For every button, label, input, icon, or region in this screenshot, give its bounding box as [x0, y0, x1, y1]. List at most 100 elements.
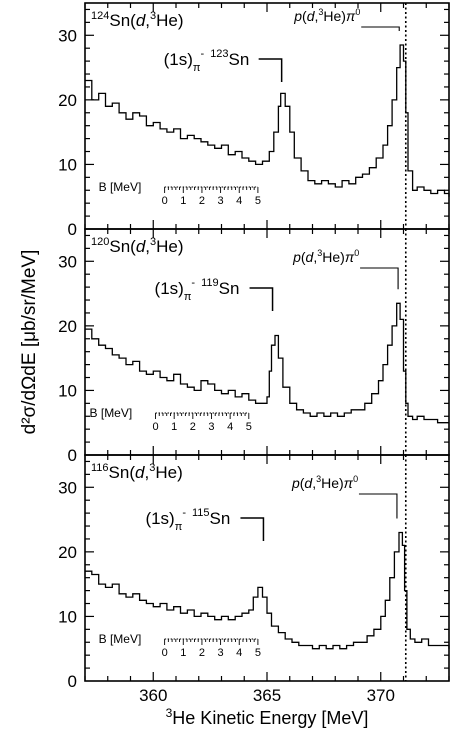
peak-leader-line — [240, 517, 265, 541]
b-scale-title: B [MeV] — [90, 406, 133, 420]
paren: ( — [302, 8, 307, 24]
state-label: (1s) — [145, 509, 174, 528]
pi0-label: p(d,3He)π0 — [292, 248, 359, 265]
b-scale-tick-label: 2 — [199, 647, 205, 659]
pi0-leader-line — [358, 493, 398, 519]
x-title-main: He Kinetic Energy [MeV] — [172, 708, 368, 728]
ejectile: He) — [156, 11, 183, 30]
mass-number: 120 — [91, 236, 109, 248]
pi-charge: 0 — [353, 474, 358, 484]
b-scale-tick-label: 2 — [199, 195, 205, 207]
projectile: d — [135, 463, 145, 482]
pi0-leader-line — [361, 26, 400, 31]
pi-symbol: π — [345, 249, 355, 265]
panel-target-label: 116Sn(d,3He) — [91, 462, 183, 482]
mass-number: 116 — [91, 462, 109, 474]
b-scale-tick-label: 1 — [180, 647, 186, 659]
state-label: (1s) — [164, 50, 193, 69]
deuteron: d — [306, 249, 315, 265]
comma: , — [312, 475, 316, 491]
b-scale-tick-label: 1 — [171, 421, 177, 433]
paren: ( — [301, 249, 306, 265]
b-scale-tick-label: 2 — [190, 421, 196, 433]
b-scale-title: B [MeV] — [99, 632, 142, 646]
b-scale-tick-label: 1 — [180, 195, 186, 207]
pion-charge: - — [182, 507, 186, 519]
target-element: Sn( — [109, 463, 136, 482]
nucleus-element: Sn — [229, 50, 250, 69]
mass-number: 124 — [91, 10, 109, 22]
b-scale-tick-label: 5 — [246, 421, 252, 433]
pi0-label: p(d,3He)π0 — [293, 7, 360, 24]
proton: p — [291, 475, 300, 491]
comma: , — [313, 249, 317, 265]
panel-target-label: 124Sn(d,3He) — [91, 10, 184, 30]
x-tick-label: 370 — [367, 686, 395, 705]
x-tick-label: 360 — [139, 686, 167, 705]
y-tick-label: 10 — [58, 381, 77, 400]
he-mass: 3 — [316, 474, 321, 484]
nucleus-element: Sn — [219, 279, 240, 298]
pi-charge: 0 — [354, 248, 359, 258]
b-scale-tick-label: 0 — [162, 647, 168, 659]
helium: He) — [321, 475, 344, 491]
nucleus-element: Sn — [210, 509, 231, 528]
spectrum-histogram — [85, 531, 450, 650]
b-scale-tick-label: 5 — [255, 647, 261, 659]
y-tick-label: 20 — [58, 317, 77, 336]
pi-symbol: π — [346, 8, 356, 24]
y-tick-label: 10 — [58, 607, 77, 626]
b-scale-title: B [MeV] — [99, 180, 142, 194]
y-tick-label: 0 — [68, 220, 77, 239]
pi-charge: 0 — [355, 7, 360, 17]
helium: He) — [323, 8, 346, 24]
projectile: d — [136, 237, 146, 256]
state-label: (1s) — [155, 279, 184, 298]
ejectile-mass: 3 — [150, 236, 156, 248]
pi-symbol: π — [344, 475, 354, 491]
spectrum-histogram — [85, 44, 450, 197]
ejectile: He) — [156, 237, 183, 256]
pion-symbol: π — [193, 62, 201, 74]
target-element: Sn( — [109, 11, 136, 30]
nucleus-mass: 115 — [192, 507, 210, 519]
b-scale-tick-label: 4 — [236, 647, 242, 659]
y-axis-title: d²σ/dΩdE [μb/sr/MeV] — [19, 250, 40, 435]
he-mass: 3 — [317, 248, 322, 258]
peak-leader-line — [249, 287, 274, 311]
y-tick-label: 30 — [58, 26, 77, 45]
nucleus-mass: 119 — [201, 277, 219, 289]
pion-charge: - — [201, 48, 205, 60]
target-element: Sn( — [109, 237, 136, 256]
paren: ( — [300, 475, 305, 491]
pi0-label: p(d,3He)π0 — [291, 474, 358, 491]
separator: , — [145, 237, 150, 256]
b-scale-tick-label: 4 — [236, 195, 242, 207]
peak-label: (1s)π- 123Sn — [164, 48, 250, 74]
proton: p — [293, 8, 302, 24]
deuteron: d — [304, 475, 313, 491]
pi0-leader-line — [360, 267, 399, 290]
y-tick-label: 30 — [58, 478, 77, 497]
ejectile: He) — [155, 463, 182, 482]
proton: p — [292, 249, 301, 265]
b-scale-tick-label: 0 — [162, 195, 168, 207]
ejectile-mass: 3 — [149, 462, 155, 474]
b-scale-tick-label: 5 — [255, 195, 261, 207]
b-scale-tick-label: 3 — [208, 421, 214, 433]
peak-label: (1s)π - 115Sn — [145, 507, 230, 533]
panel-target-label: 120Sn(d,3He) — [91, 236, 184, 256]
projectile: d — [136, 11, 146, 30]
panel-frame — [84, 228, 450, 456]
deuteron: d — [307, 8, 316, 24]
separator: , — [145, 11, 150, 30]
x-tick-label: 365 — [253, 686, 281, 705]
b-scale-tick-label: 3 — [218, 195, 224, 207]
nucleus-mass: 123 — [210, 48, 228, 60]
x-axis-title: 3He Kinetic Energy [MeV] — [166, 706, 369, 728]
b-scale-tick-label: 4 — [227, 421, 233, 433]
